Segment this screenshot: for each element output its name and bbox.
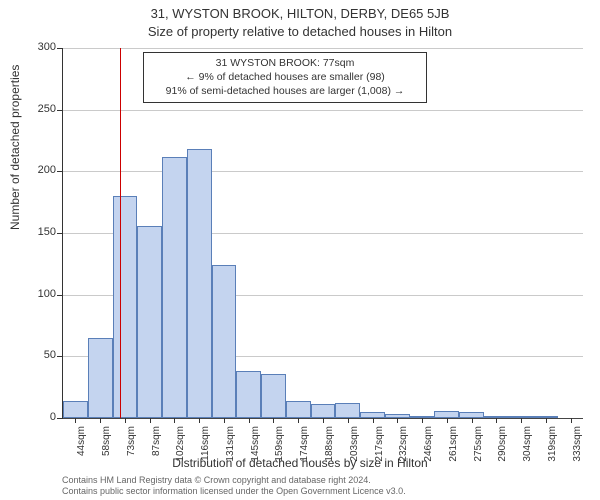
y-axis-label: Number of detached properties bbox=[8, 65, 22, 230]
attribution-line2: Contains public sector information licen… bbox=[62, 486, 406, 498]
chart-container: 31, WYSTON BROOK, HILTON, DERBY, DE65 5J… bbox=[0, 0, 600, 500]
gridline bbox=[63, 171, 583, 172]
histogram-bar bbox=[286, 401, 311, 418]
gridline bbox=[63, 110, 583, 111]
x-tick-label: 58sqm bbox=[101, 426, 112, 466]
y-tick bbox=[57, 295, 62, 296]
histogram-bar bbox=[236, 371, 261, 418]
x-tick bbox=[422, 418, 423, 423]
x-tick bbox=[298, 418, 299, 423]
x-tick bbox=[249, 418, 250, 423]
x-tick bbox=[125, 418, 126, 423]
histogram-bar bbox=[335, 403, 360, 418]
histogram-bar bbox=[162, 157, 187, 418]
y-tick-label: 100 bbox=[16, 288, 56, 300]
x-tick bbox=[273, 418, 274, 423]
histogram-bar bbox=[261, 374, 286, 418]
x-tick-label: 131sqm bbox=[225, 426, 236, 466]
y-tick-label: 50 bbox=[16, 349, 56, 361]
info-box: 31 WYSTON BROOK: 77sqm← 9% of detached h… bbox=[143, 52, 427, 103]
histogram-bar bbox=[137, 226, 162, 418]
x-tick bbox=[174, 418, 175, 423]
chart-title-address: 31, WYSTON BROOK, HILTON, DERBY, DE65 5J… bbox=[0, 6, 600, 21]
x-tick-label: 319sqm bbox=[547, 426, 558, 466]
x-tick bbox=[546, 418, 547, 423]
x-tick-label: 159sqm bbox=[274, 426, 285, 466]
info-box-line-3: 91% of semi-detached houses are larger (… bbox=[150, 84, 420, 98]
x-tick bbox=[472, 418, 473, 423]
x-tick bbox=[224, 418, 225, 423]
y-tick bbox=[57, 110, 62, 111]
x-tick-label: 290sqm bbox=[497, 426, 508, 466]
histogram-bar bbox=[311, 404, 336, 418]
x-tick-label: 246sqm bbox=[423, 426, 434, 466]
x-tick bbox=[571, 418, 572, 423]
attribution-text: Contains HM Land Registry data © Crown c… bbox=[62, 475, 406, 498]
x-tick-label: 44sqm bbox=[76, 426, 87, 466]
plot-area: 31 WYSTON BROOK: 77sqm← 9% of detached h… bbox=[62, 48, 583, 419]
x-tick-label: 333sqm bbox=[572, 426, 583, 466]
y-tick bbox=[57, 356, 62, 357]
x-tick bbox=[496, 418, 497, 423]
x-tick-label: 203sqm bbox=[349, 426, 360, 466]
x-tick-label: 174sqm bbox=[299, 426, 310, 466]
attribution-line1: Contains HM Land Registry data © Crown c… bbox=[62, 475, 406, 487]
y-tick-label: 250 bbox=[16, 103, 56, 115]
y-tick bbox=[57, 233, 62, 234]
x-tick-label: 145sqm bbox=[250, 426, 261, 466]
x-tick-label: 232sqm bbox=[398, 426, 409, 466]
x-tick-label: 261sqm bbox=[448, 426, 459, 466]
histogram-bar bbox=[88, 338, 113, 418]
y-tick-label: 0 bbox=[16, 411, 56, 423]
x-tick bbox=[150, 418, 151, 423]
histogram-bar bbox=[434, 411, 459, 418]
y-tick bbox=[57, 418, 62, 419]
info-box-line-2: ← 9% of detached houses are smaller (98) bbox=[150, 70, 420, 84]
chart-subtitle: Size of property relative to detached ho… bbox=[0, 24, 600, 39]
histogram-bar bbox=[63, 401, 88, 418]
histogram-bar bbox=[212, 265, 237, 418]
x-tick bbox=[199, 418, 200, 423]
x-tick-label: 188sqm bbox=[324, 426, 335, 466]
gridline bbox=[63, 48, 583, 49]
y-tick bbox=[57, 48, 62, 49]
y-tick-label: 150 bbox=[16, 226, 56, 238]
histogram-bar bbox=[187, 149, 212, 418]
x-tick bbox=[100, 418, 101, 423]
x-tick bbox=[521, 418, 522, 423]
x-tick bbox=[75, 418, 76, 423]
x-tick bbox=[348, 418, 349, 423]
x-tick-label: 102sqm bbox=[175, 426, 186, 466]
info-box-line-1: 31 WYSTON BROOK: 77sqm bbox=[150, 56, 420, 70]
x-tick bbox=[447, 418, 448, 423]
x-tick bbox=[397, 418, 398, 423]
x-tick-label: 304sqm bbox=[522, 426, 533, 466]
x-tick-label: 116sqm bbox=[200, 426, 211, 466]
y-tick bbox=[57, 171, 62, 172]
y-tick-label: 200 bbox=[16, 164, 56, 176]
histogram-bar bbox=[113, 196, 138, 418]
x-tick bbox=[373, 418, 374, 423]
x-tick-label: 87sqm bbox=[151, 426, 162, 466]
x-tick-label: 217sqm bbox=[374, 426, 385, 466]
x-tick bbox=[323, 418, 324, 423]
x-tick-label: 275sqm bbox=[473, 426, 484, 466]
x-tick-label: 73sqm bbox=[126, 426, 137, 466]
property-marker-line bbox=[120, 48, 121, 418]
y-tick-label: 300 bbox=[16, 41, 56, 53]
